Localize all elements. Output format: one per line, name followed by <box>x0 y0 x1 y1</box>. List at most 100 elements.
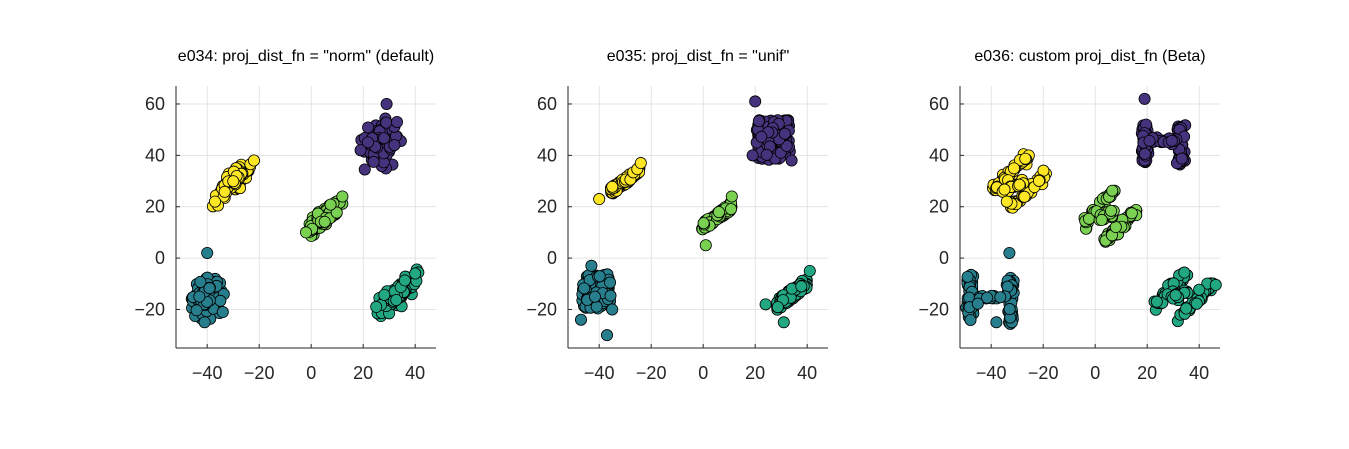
tick-labels: −40 −20 0 20 40 −20 0 20 40 60 <box>134 94 425 383</box>
scatter-points <box>960 92 1222 330</box>
y-tick-label: 60 <box>145 94 165 114</box>
y-tick-label: 20 <box>929 197 949 217</box>
y-tick-label: 20 <box>145 197 165 217</box>
scatter-point <box>398 274 411 287</box>
scatter-point <box>361 136 374 149</box>
x-tick-label: −20 <box>636 363 667 383</box>
scatter-point <box>1000 195 1013 208</box>
scatter-point <box>712 206 725 219</box>
scatter-point <box>590 300 603 313</box>
scatter-point <box>330 206 343 219</box>
scatter-point <box>1013 178 1026 191</box>
subplot-e036: e036: custom proj_dist_fn (Beta) −40 −20 0… <box>918 48 1222 383</box>
scatter-point <box>1105 204 1118 217</box>
scatter-point <box>759 298 772 311</box>
y-tick-label: 0 <box>547 248 557 268</box>
scatter-point <box>1209 278 1222 291</box>
scatter-point <box>1095 213 1108 226</box>
scatter-point <box>1190 297 1203 310</box>
x-tick-label: 0 <box>306 363 316 383</box>
scatter-point <box>593 193 606 206</box>
scatter-point <box>964 314 977 327</box>
y-tick-label: 0 <box>155 248 165 268</box>
scatter-point <box>193 290 206 303</box>
scatter-point <box>606 180 619 193</box>
tick-labels: −40 −20 0 20 40 −20 0 20 40 60 <box>526 94 817 383</box>
scatter-point <box>324 198 337 211</box>
scatter-point <box>994 291 1007 304</box>
axes <box>175 86 436 349</box>
scatter-point <box>208 195 221 208</box>
scatter-point <box>1032 174 1045 187</box>
scatter-point <box>1125 207 1138 220</box>
scatter-point <box>380 116 393 129</box>
scatter-point <box>961 270 974 283</box>
scatter-point <box>634 157 647 170</box>
scatter-point <box>998 183 1011 196</box>
scatter-point <box>971 297 984 310</box>
scatter-point <box>777 316 790 329</box>
scatter-point <box>354 144 367 157</box>
scatter-point <box>198 316 211 329</box>
y-tick-label: 20 <box>537 197 557 217</box>
scatter-point <box>803 264 816 277</box>
scatter-point <box>1003 246 1016 259</box>
scatter-point <box>725 203 738 216</box>
scatter-point <box>578 282 591 295</box>
scatter-point <box>601 329 614 342</box>
scatter-point <box>227 175 240 188</box>
x-tick-label: −20 <box>1028 363 1059 383</box>
scatter-point <box>370 300 383 313</box>
scatter-point <box>358 163 371 176</box>
scatter-point <box>201 246 214 259</box>
scatter-point <box>746 149 759 162</box>
y-tick-label: 60 <box>537 94 557 114</box>
scatter-points <box>575 95 816 342</box>
scatter-point <box>604 276 617 289</box>
scatter-point <box>190 304 203 317</box>
scatter-point <box>194 275 207 288</box>
y-tick-label: 60 <box>929 94 949 114</box>
scatter-point <box>218 185 231 198</box>
scatter-point <box>585 259 598 272</box>
scatter-point <box>299 226 312 239</box>
x-tick-label: 40 <box>1189 363 1209 383</box>
subplot-title: e034: proj_dist_fn = "norm" (default) <box>178 48 434 65</box>
scatter-point <box>588 290 601 303</box>
scatter-point <box>1150 295 1163 308</box>
scatter-point <box>1106 184 1119 197</box>
scatter-point <box>216 306 229 319</box>
subplot-title: e036: custom proj_dist_fn (Beta) <box>974 48 1205 65</box>
scatter-point <box>1143 134 1156 147</box>
x-tick-label: 0 <box>1090 363 1100 383</box>
scatter-point <box>697 217 710 230</box>
scatter-point <box>699 239 712 252</box>
scatter-point <box>771 301 784 314</box>
scatter-point <box>778 127 791 140</box>
scatter-point <box>1180 302 1193 315</box>
scatter-point <box>388 139 401 152</box>
scatter-point <box>725 190 738 203</box>
scatter-point <box>752 115 765 128</box>
scatter-point <box>1003 303 1016 316</box>
scatter-point <box>1018 190 1031 203</box>
x-tick-label: −40 <box>192 363 223 383</box>
scatter-point <box>1175 152 1188 165</box>
y-tick-label: 40 <box>145 145 165 165</box>
x-tick-label: 40 <box>405 363 425 383</box>
x-tick-label: 20 <box>745 363 765 383</box>
x-tick-label: −20 <box>244 363 275 383</box>
x-tick-label: −40 <box>976 363 1007 383</box>
tick-labels: −40 −20 0 20 40 −20 0 20 40 60 <box>918 94 1209 383</box>
x-tick-label: 20 <box>353 363 373 383</box>
subplot-title: e035: proj_dist_fn = "unif" <box>607 48 790 65</box>
scatter-point <box>1193 283 1206 296</box>
scatter-point <box>1169 289 1182 302</box>
scatter-point <box>203 282 216 295</box>
scatter-point <box>795 280 808 293</box>
scatter-point <box>214 294 227 307</box>
scatter-point <box>1138 92 1151 105</box>
scatter-point <box>1165 134 1178 147</box>
scatter-point <box>247 154 260 167</box>
